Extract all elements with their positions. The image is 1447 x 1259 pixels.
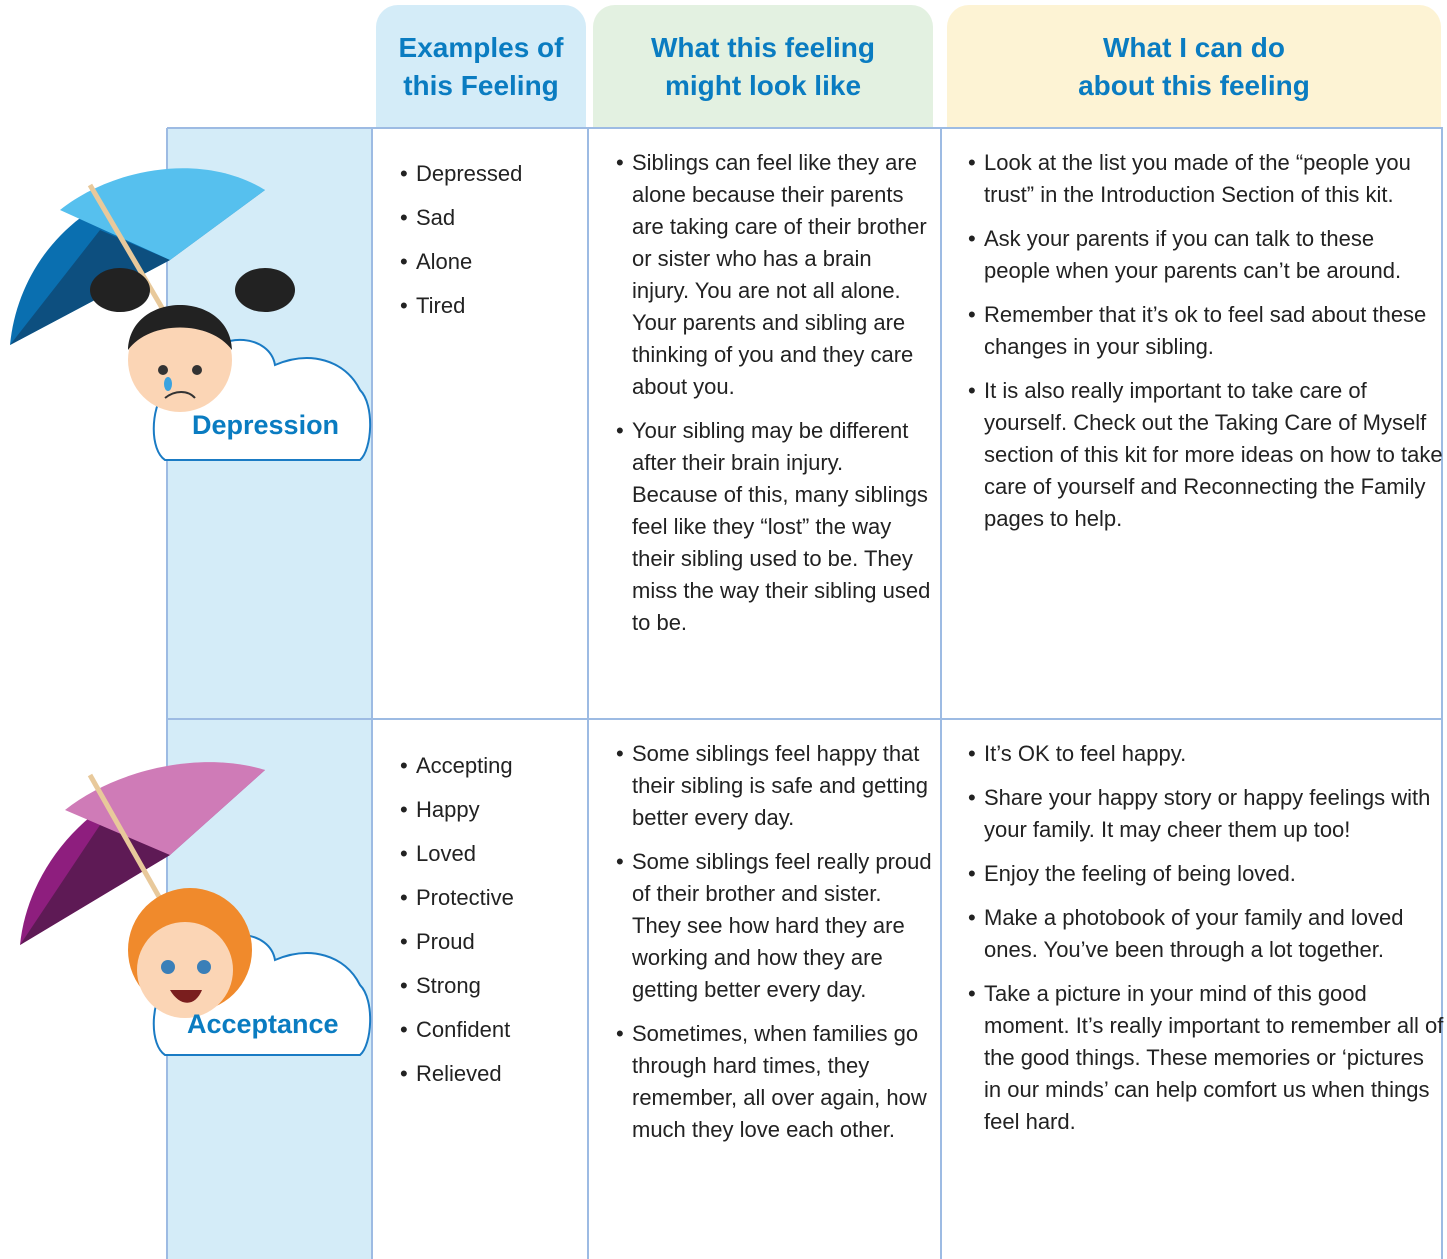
header-line: What I can do [1103,31,1285,63]
bullet-item: Some siblings feel really proud of their… [616,846,932,1006]
bullet-item: Remember that it’s ok to feel sad about … [968,299,1444,363]
border [940,128,942,1259]
bullet-item: Accepting [400,750,586,782]
border [166,128,168,1259]
bullet-item: Depressed [400,158,586,190]
depression-illustration [10,168,372,461]
header-line: this Feeling [403,69,559,101]
bullet-item: Share your happy story or happy feelings… [968,782,1444,846]
bullet-item: Strong [400,970,586,1002]
header-line: about this feeling [1078,69,1310,101]
header-looks: What this feeling might look like [593,5,933,128]
border [371,128,373,1259]
header-examples: Examples of this Feeling [376,5,586,128]
header-line: What this feeling [651,31,875,63]
border [587,128,589,1259]
bullet-item: Proud [400,926,586,958]
bullet-item: It’s OK to feel happy. [968,738,1444,770]
border [1441,128,1443,1259]
bullet-item: Protective [400,882,586,914]
bullet-item: Alone [400,246,586,278]
bullet-list: Look at the list you made of the “people… [966,147,1444,547]
header-can-do: What I can do about this feeling [947,5,1441,128]
border [167,127,1443,129]
bullet-item: Look at the list you made of the “people… [968,147,1444,211]
border [167,718,1443,720]
bullet-list: Siblings can feel like they are alone be… [614,147,932,651]
bullet-list: Depressed Sad Alone Tired [398,158,586,334]
bullet-item: Some siblings feel happy that their sibl… [616,738,932,834]
bullet-item: Make a photobook of your family and love… [968,902,1444,966]
bullet-item: Sad [400,202,586,234]
bullet-item: Loved [400,838,586,870]
bullet-item: Your sibling may be different after thei… [616,415,932,639]
bullet-item: Confident [400,1014,586,1046]
bullet-item: Happy [400,794,586,826]
bullet-item: Enjoy the feeling of being loved. [968,858,1444,890]
bullet-list: Accepting Happy Loved Protective Proud Strong… [398,750,586,1102]
bullet-item: Ask your parents if you can talk to thes… [968,223,1444,287]
bullet-list: Some siblings feel happy that their sibl… [614,738,932,1158]
bullet-item: Take a picture in your mind of this good… [968,978,1444,1138]
feeling-label: Depression [192,410,340,440]
header-line: Examples of [398,31,564,63]
bullet-item: Sometimes, when families go through hard… [616,1018,932,1146]
acceptance-illustration [20,762,372,1056]
bullet-item: It is also really important to take care… [968,375,1444,535]
feeling-label: Acceptance [187,1009,339,1039]
header-line: might look like [664,69,862,101]
bullet-list: It’s OK to feel happy. Share your happy s… [966,738,1444,1150]
bullet-item: Relieved [400,1058,586,1090]
bullet-item: Tired [400,290,586,322]
bullet-item: Siblings can feel like they are alone be… [616,147,932,403]
